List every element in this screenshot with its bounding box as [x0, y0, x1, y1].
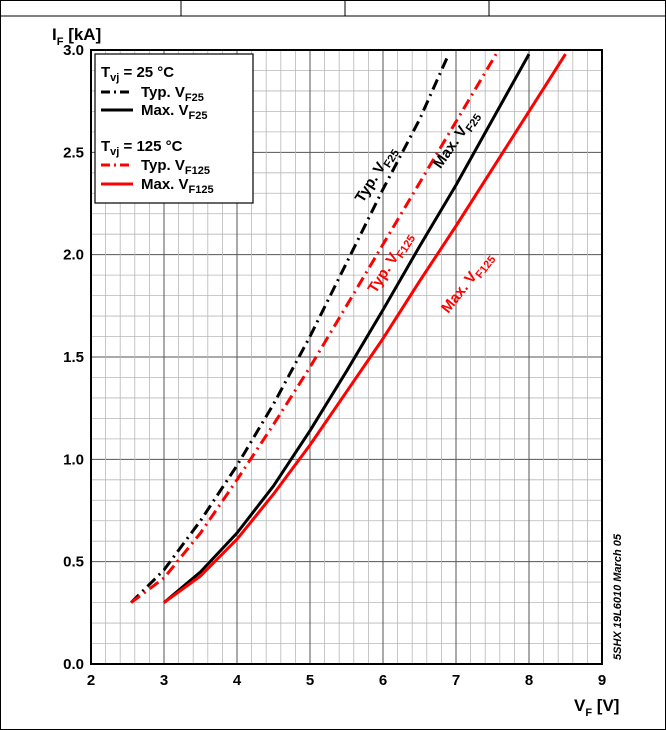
legend: Tvj = 25 °C Typ. VF25 Max. VF25 Tvj = 12… [94, 53, 254, 204]
series-line-1 [163, 53, 531, 604]
tick-labels: 2 3 4 5 6 7 8 9 0.0 0.5 1.0 1.5 2.0 2.5 3.0 [63, 42, 606, 689]
legend-label-max-vf25: Max. VF25 [141, 102, 208, 122]
y-tick-label: 0.5 [63, 554, 84, 571]
series-line-0 [130, 53, 451, 604]
series-line-3 [163, 53, 567, 604]
legend-label-typ-vf25: Typ. VF25 [141, 84, 204, 104]
x-tick-label: 6 [379, 672, 387, 689]
x-tick-label: 8 [525, 672, 533, 689]
y-axis-title: IF [kA] [52, 25, 101, 48]
x-tick-label: 5 [306, 672, 314, 689]
curve-label-0: Typ. VF25 [352, 143, 402, 207]
x-tick-label: 3 [160, 672, 168, 689]
legend-box [94, 53, 254, 204]
legend-label-max-vf125: Max. VF125 [141, 176, 214, 196]
series-group [130, 53, 567, 604]
y-tick-label: 0.0 [63, 656, 84, 673]
y-tick-label: 2.0 [63, 247, 84, 264]
legend-label-typ-vf125: Typ. VF125 [141, 157, 210, 177]
x-axis-title: VF [V] [574, 696, 619, 719]
grid [91, 50, 602, 664]
x-tick-label: 4 [233, 672, 242, 689]
legend-heading-25: Tvj = 25 °C [101, 64, 174, 84]
curve-label-3: Max. VF125 [438, 249, 498, 319]
x-tick-label: 7 [452, 672, 460, 689]
series-line-2 [130, 53, 498, 604]
x-tick-label: 9 [598, 672, 606, 689]
curve-label-1: Max. VF25 [430, 107, 485, 173]
y-tick-label: 2.5 [63, 144, 84, 161]
y-tick-label: 3.0 [63, 42, 84, 59]
x-tick-label: 2 [87, 672, 95, 689]
y-tick-label: 1.0 [63, 451, 84, 468]
legend-heading-125: Tvj = 125 °C [101, 138, 183, 158]
side-note: 5SHX 19L6010 March 05 [612, 533, 624, 660]
y-tick-label: 1.5 [63, 349, 84, 366]
plot-frame [90, 49, 603, 665]
